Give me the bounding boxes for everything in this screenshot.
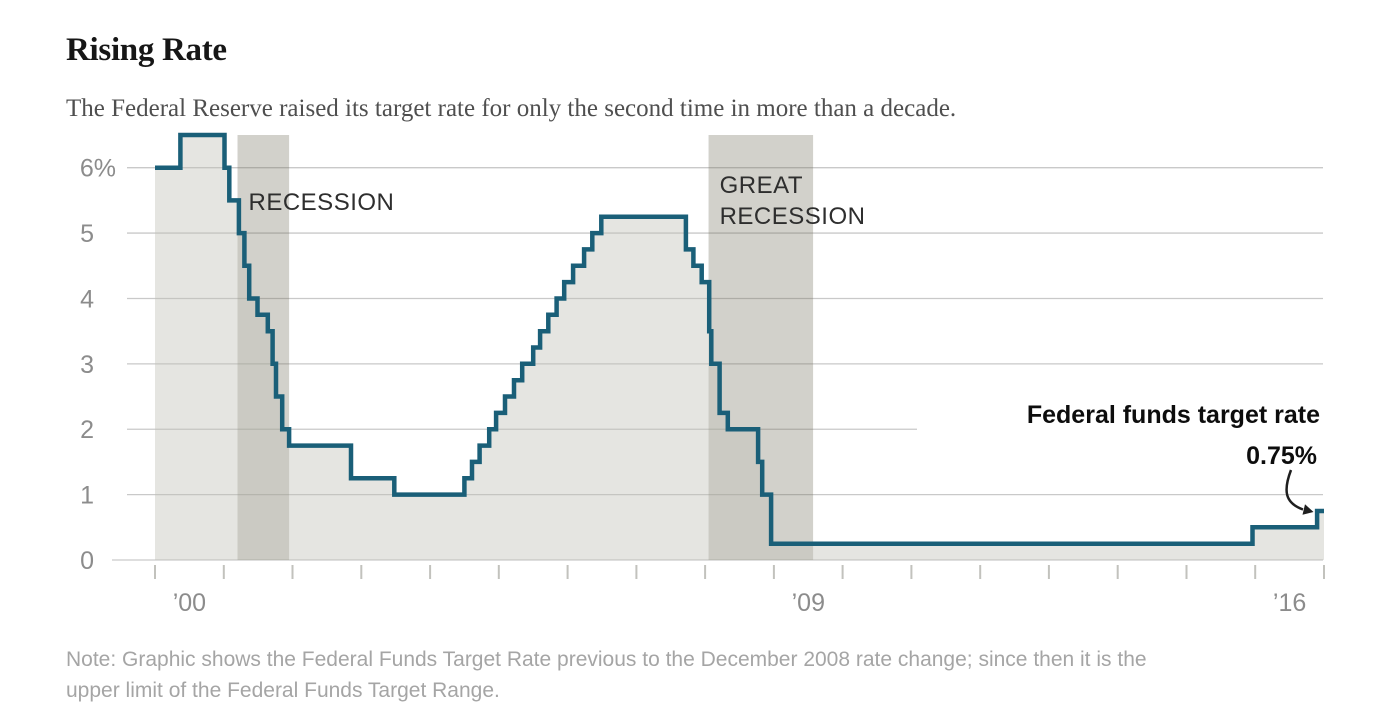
x-axis-tick [222,565,225,579]
x-axis-tick [1116,565,1119,579]
y-axis-label: 6% [80,155,116,183]
annotation-arrow-head [1302,504,1314,515]
y-axis-label: 5 [80,220,94,248]
x-axis-tick [154,565,156,579]
x-axis-tick [497,565,500,579]
latest-value-label: 0.75% [1246,442,1317,470]
x-axis-tick [979,565,982,579]
chart-subtitle: The Federal Reserve raised its target ra… [66,95,957,122]
y-axis-label: 4 [80,286,94,314]
x-axis-tick [841,565,844,579]
band-label: RECESSION [720,203,866,230]
y-axis-label: 2 [80,416,94,444]
x-axis-tick [360,565,363,579]
band-label: GREAT [720,172,803,199]
x-axis-tick [566,565,569,579]
series-annotation-label: Federal funds target rate [1026,401,1320,429]
note-line-2: upper limit of the Federal Funds Target … [66,679,500,702]
x-axis-tick [910,565,913,579]
x-axis-tick [1047,565,1050,579]
x-axis-tick [1323,565,1325,579]
x-axis-tick [429,565,432,579]
x-axis-tick [1185,565,1188,579]
y-axis-label: 1 [80,482,94,510]
note-line-1: Note: Graphic shows the Federal Funds Ta… [66,648,1147,671]
y-axis-label: 3 [80,351,94,379]
x-axis-tick [772,565,775,579]
source-note: Note: Graphic shows the Federal Funds Ta… [66,644,1147,706]
chart-title: Rising Rate [66,32,227,69]
y-axis-label: 0 [80,547,94,575]
x-axis-tick [704,565,707,579]
x-axis-tick [291,565,294,579]
x-axis-tick [1254,565,1257,579]
x-axis-label: ’00 [173,589,206,617]
band-label: RECESSION [249,189,395,216]
rate-line [155,132,1324,546]
annotation-arrow [1285,469,1304,511]
recession-band [237,135,290,560]
x-axis-tick [635,565,638,579]
x-axis-label: ’16 [1273,589,1306,617]
rate-area [155,135,1324,560]
x-axis-label: ’09 [792,589,825,617]
